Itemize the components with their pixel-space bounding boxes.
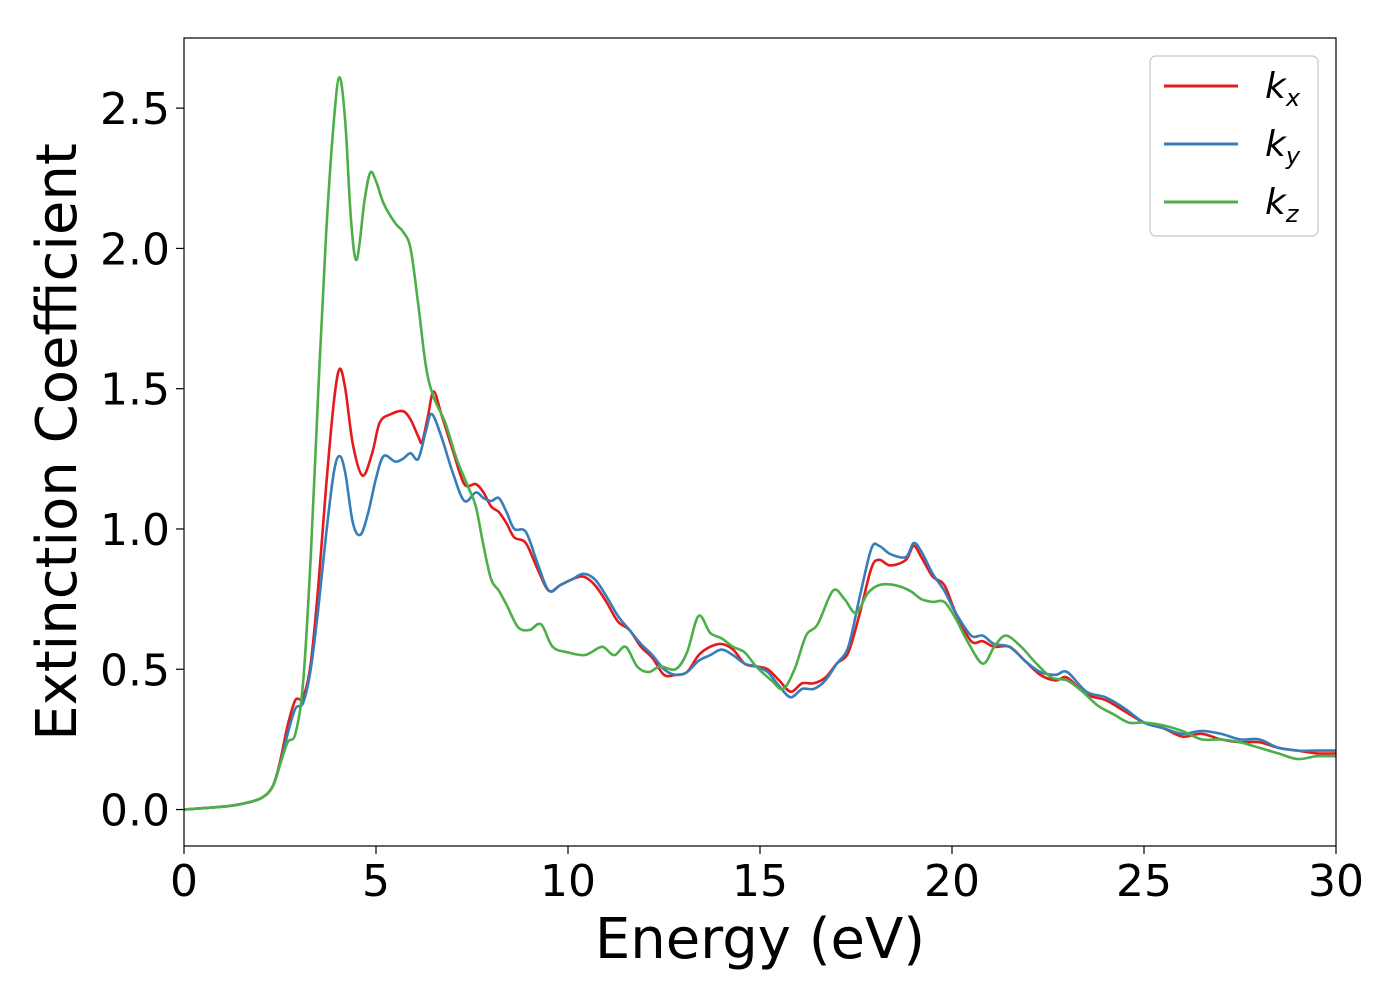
x-tick-label: 15 xyxy=(732,856,788,907)
legend: kx ky kz xyxy=(1149,55,1319,237)
y-axis-ticks: 0.0 0.5 1.0 1.5 2.0 2.5 xyxy=(100,84,184,837)
y-tick-label: 2.5 xyxy=(100,84,170,135)
x-tick-label: 0 xyxy=(170,856,198,907)
y-tick-label: 2.0 xyxy=(100,224,170,275)
y-tick-label: 1.0 xyxy=(100,505,170,556)
series-layer xyxy=(183,75,1337,811)
legend-label-kx: kx xyxy=(1265,66,1301,112)
x-tick-label: 20 xyxy=(924,856,980,907)
legend-label-kz: kz xyxy=(1265,182,1300,228)
y-tick-label: 0.5 xyxy=(100,645,170,696)
x-tick-label: 5 xyxy=(362,856,390,907)
y-tick-label: 0.0 xyxy=(100,786,170,837)
series-line-kx xyxy=(183,367,1337,811)
x-tick-label: 30 xyxy=(1308,856,1364,907)
series-line-kz xyxy=(183,75,1337,811)
series-line-ky xyxy=(183,412,1336,811)
x-tick-label: 10 xyxy=(540,856,596,907)
x-tick-label: 25 xyxy=(1116,856,1172,907)
y-axis-title: Extinction Coefficient xyxy=(25,143,90,741)
x-axis-ticks: 0 5 10 15 20 25 30 xyxy=(170,846,1364,907)
x-axis-title: Energy (eV) xyxy=(595,907,925,972)
legend-label-ky: ky xyxy=(1265,124,1301,170)
legend-box xyxy=(1149,55,1319,237)
y-tick-label: 1.5 xyxy=(100,365,170,416)
